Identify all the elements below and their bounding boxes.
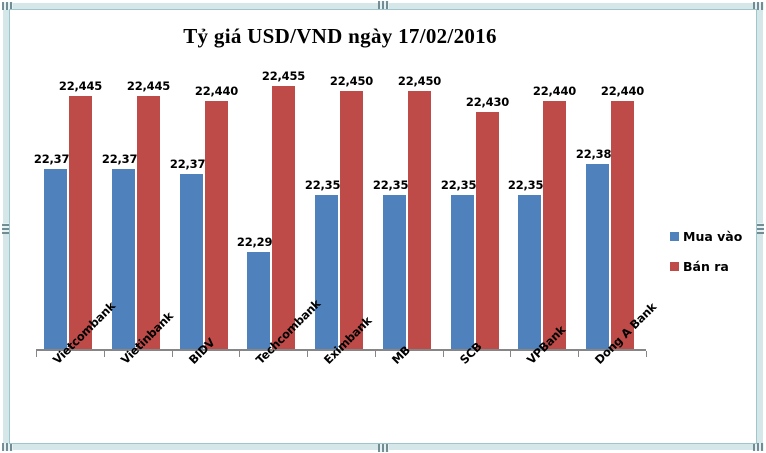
axis-tick [375,351,376,357]
bar-value-label: 22,445 [58,79,103,93]
bar-buy[interactable]: 22,370 [170,157,213,349]
bar-buy[interactable]: 22,350 [441,178,484,349]
bar-group: 22,350 22,450 [305,70,375,349]
bar-value-label: 22,440 [600,84,645,98]
bar-buy[interactable]: 22,295 [237,235,280,349]
plot-area: 22,375 22,445 22,375 22,445 22,370 22,440 22,2… [34,69,647,357]
axis-tick [104,351,105,357]
bar-sell[interactable]: 22,440 [533,84,576,349]
resize-handle-top-left[interactable] [2,2,13,10]
bar-group: 22,350 22,440 [508,70,578,349]
resize-handle-top-right[interactable] [753,2,764,10]
bar-sell[interactable]: 22,455 [262,69,305,349]
bar-buy[interactable]: 22,375 [34,152,77,349]
resize-handle-middle-right[interactable] [756,223,764,234]
bar-group: 22,350 22,430 [441,70,511,349]
resize-handle-bottom-center[interactable] [378,444,389,452]
bar-buy[interactable]: 22,350 [508,178,551,349]
bar-sell[interactable]: 22,440 [195,84,238,349]
bar-value-label: 22,440 [532,84,577,98]
bar-value-label: 22,445 [126,79,171,93]
bar-group: 22,380 22,440 [576,70,646,349]
bar-sell[interactable]: 22,445 [127,79,170,349]
bar-value-label: 22,380 [575,147,620,161]
bar-buy[interactable]: 22,350 [305,178,348,349]
axis-tick [239,351,240,357]
axis-tick [307,351,308,357]
legend-swatch-buy-icon [670,231,679,241]
bar-value-label: 22,350 [440,178,485,192]
resize-handle-top-center[interactable] [378,1,389,9]
bar-value-label: 22,350 [372,178,417,192]
bar-buy[interactable]: 22,375 [102,152,145,349]
bar-group: 22,295 22,455 [237,69,307,349]
category-axis-line [36,349,646,351]
bar-value-label: 22,375 [101,152,146,166]
legend-item-sell[interactable]: Bán ra [670,255,756,277]
bar-group: 22,350 22,450 [373,70,443,349]
bar-sell[interactable]: 22,430 [466,95,509,349]
legend-item-buy[interactable]: Mua vào [670,225,756,247]
bar-sell[interactable]: 22,440 [601,84,644,349]
bar-sell[interactable]: 22,445 [59,79,102,349]
bar-sell[interactable]: 22,450 [398,74,441,349]
axis-tick [172,351,173,357]
axis-tick [646,351,647,357]
axis-tick [443,351,444,357]
chart-title: Tỷ giá USD/VND ngày 17/02/2016 [183,24,497,48]
legend-label-buy: Mua vào [683,228,743,244]
bar-group: 22,370 22,440 [170,70,240,349]
axis-tick [36,351,37,357]
bar-value-label: 22,450 [329,74,374,88]
bar-value-label: 22,350 [507,178,552,192]
bar-value-label: 22,430 [465,95,510,109]
bar-value-label: 22,375 [33,152,78,166]
bar-buy[interactable]: 22,380 [576,147,619,349]
chart-legend[interactable]: Mua vào Bán ra [670,225,756,285]
bar-value-label: 22,440 [194,84,239,98]
bar-value-label: 22,295 [236,235,281,249]
bar-sell[interactable]: 22,450 [330,74,373,349]
bar-buy[interactable]: 22,350 [373,178,416,349]
resize-handle-middle-left[interactable] [2,223,10,234]
bar-value-label: 22,370 [169,157,214,171]
bar-group: 22,375 22,445 [34,70,104,349]
axis-tick [578,351,579,357]
bar-value-label: 22,350 [304,178,349,192]
axis-tick [510,351,511,357]
chart-canvas[interactable]: Tỷ giá USD/VND ngày 17/02/2016 22,375 22,… [10,10,756,443]
resize-handle-bottom-right[interactable] [753,443,764,451]
bar-value-label: 22,455 [261,69,306,83]
bar-group: 22,375 22,445 [102,70,172,349]
bar-value-label: 22,450 [397,74,442,88]
resize-handle-bottom-left[interactable] [2,443,13,451]
legend-label-sell: Bán ra [683,258,729,274]
legend-swatch-sell-icon [670,261,679,271]
